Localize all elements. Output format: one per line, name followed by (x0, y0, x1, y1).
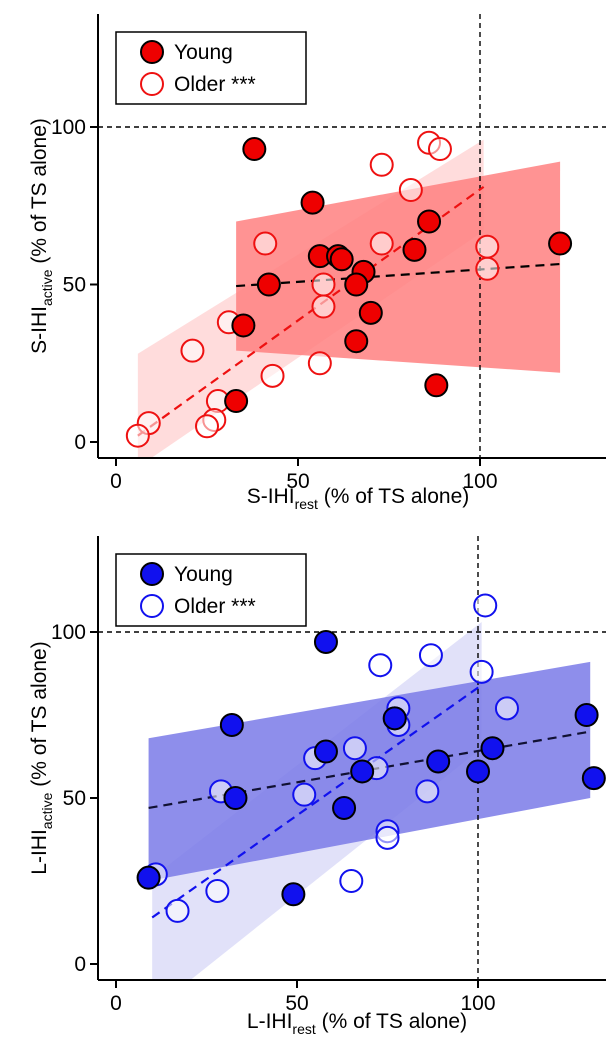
young-point-10 (223, 786, 248, 810)
older-point-5 (253, 231, 278, 256)
young-fit-line (236, 262, 561, 288)
legend-marker-young (140, 562, 164, 586)
young-point-4 (574, 703, 599, 727)
legend-label: Older *** (174, 595, 256, 618)
x-tick-label: 50 (285, 992, 308, 1015)
x-axis-title: L-IHIrest (% of TS alone) (247, 1010, 467, 1037)
older-point-2 (427, 137, 452, 162)
young-point-7 (581, 766, 606, 791)
older-point-19 (125, 423, 150, 448)
older-point-20 (165, 898, 190, 923)
legend-label: Young (174, 563, 233, 586)
young-point-15 (424, 373, 449, 398)
x-axis-title: S-IHIrest (% of TS alone) (247, 485, 470, 512)
older-point-18 (205, 878, 230, 903)
older-point-10 (342, 736, 367, 761)
legend-marker-young (140, 40, 164, 64)
y-axis-title: L-IHIactive (% of TS alone) (28, 641, 55, 874)
older-point-6 (369, 231, 394, 256)
older-fit-line (137, 185, 485, 437)
older-point-14 (415, 779, 440, 804)
young-point-2 (300, 190, 325, 215)
x-tick-label: 0 (110, 470, 122, 493)
y-tick-label: 100 (51, 116, 86, 139)
young-point-13 (136, 865, 161, 890)
older-point-9 (311, 272, 336, 297)
young-point-8 (426, 749, 451, 774)
young-point-14 (224, 389, 249, 414)
young-point-11 (231, 313, 256, 338)
x-tick-label: 100 (462, 470, 497, 493)
older-point-17 (339, 869, 364, 893)
older-point-2 (368, 653, 393, 678)
older-point-10 (311, 294, 336, 319)
x-axis-title-main: S-IHI (247, 485, 295, 508)
young-point-16 (548, 231, 573, 256)
older-point-16 (375, 825, 400, 850)
young-point-12 (332, 795, 357, 820)
young-point-1 (242, 137, 267, 162)
older-point-8 (475, 256, 500, 281)
young-point-2 (219, 712, 244, 737)
young-point-1 (313, 629, 338, 654)
x-tick-label: 50 (286, 470, 309, 493)
y-axis-title-sub: active (39, 269, 55, 306)
y-tick-label: 0 (74, 431, 86, 454)
legend-marker-older (140, 594, 164, 618)
plot-area (98, 536, 606, 980)
older-point-7 (475, 234, 500, 259)
young-point-6 (480, 736, 505, 761)
older-point-5 (469, 659, 494, 684)
young-point-9 (344, 272, 369, 297)
older-point-3 (418, 643, 443, 668)
young-point-6 (329, 247, 354, 272)
older-point-13 (260, 363, 285, 388)
x-axis-title-rest: (% of TS alone) (316, 1010, 467, 1033)
young-point-3 (417, 209, 442, 234)
y-axis-title: S-IHIactive (% of TS alone) (28, 118, 55, 354)
y-tick-label: 100 (51, 621, 86, 644)
plot-area (98, 14, 606, 458)
y-axis-title-main: S-IHI (28, 306, 51, 354)
older-fit-line (151, 684, 483, 919)
older-point-13 (292, 782, 317, 807)
x-axis-title-sub: rest (295, 496, 318, 512)
young-point-12 (358, 300, 383, 325)
y-tick-label: 50 (63, 787, 86, 810)
y-tick-label: 0 (74, 953, 86, 976)
older-point-4 (398, 178, 423, 202)
y-axis-title-rest: (% of TS alone) (28, 118, 51, 269)
legend-label: Young (174, 41, 233, 64)
x-tick-label: 0 (110, 992, 122, 1015)
y-axis-title-sub: active (39, 792, 55, 829)
older-point-17 (195, 414, 219, 439)
young-point-11 (350, 759, 375, 784)
older-point-1 (473, 593, 498, 618)
y-axis-title-rest: (% of TS alone) (28, 641, 51, 792)
legend-label: Older *** (174, 73, 256, 96)
older-point-14 (307, 351, 332, 376)
young-point-10 (256, 272, 281, 297)
young-point-13 (344, 329, 369, 354)
young-point-9 (466, 759, 490, 784)
young-point-3 (382, 706, 407, 731)
older-point-3 (369, 152, 394, 177)
young-point-14 (281, 882, 306, 907)
x-tick-label: 100 (460, 992, 495, 1015)
y-axis-title-main: L-IHI (28, 829, 51, 875)
young-point-5 (313, 739, 338, 764)
older-point-6 (494, 696, 519, 721)
y-tick-label: 50 (63, 274, 86, 297)
x-axis-title-main: L-IHI (247, 1010, 293, 1033)
x-axis-title-rest: (% of TS alone) (318, 485, 469, 508)
older-point-12 (180, 338, 205, 363)
young-point-7 (402, 237, 427, 262)
young-confidence-band (236, 161, 561, 373)
x-axis-title-sub: rest (292, 1021, 315, 1037)
legend-marker-older (140, 72, 164, 96)
